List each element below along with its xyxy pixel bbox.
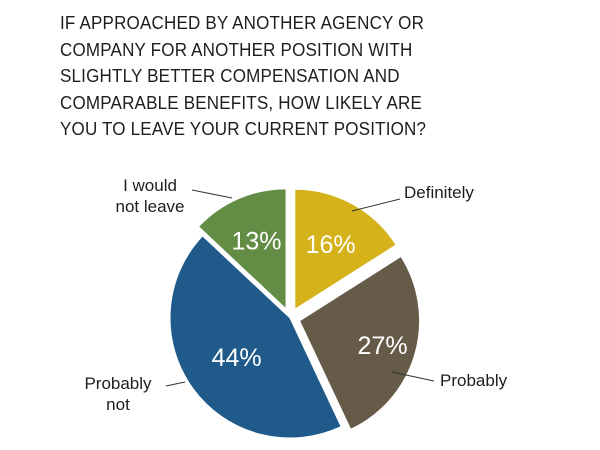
chart-title-line: COMPARABLE BENEFITS, HOW LIKELY ARE	[60, 91, 423, 113]
slice-value-label-i-would-not-leave: 13%	[231, 228, 281, 256]
chart-title-line: COMPANY FOR ANOTHER POSITION WITH	[60, 38, 413, 60]
slice-value-label-probably-not: 44%	[212, 344, 262, 372]
leader-line-i-would-not-leave	[191, 189, 233, 199]
leader-line-probably-not	[165, 381, 186, 387]
chart-title-line: YOU TO LEAVE YOUR CURRENT POSITION?	[60, 118, 427, 139]
pie-slice-probably-not	[169, 235, 342, 439]
pie-slice-i-would-not-leave	[197, 188, 287, 310]
pie-slice-definitely	[294, 188, 397, 311]
leader-line-probably	[391, 371, 435, 382]
slice-category-label-i-would-not-leave: I would not leave	[116, 176, 185, 216]
slice-value-label-probably: 27%	[358, 332, 408, 360]
slice-category-label-probably-not: Probably not	[84, 374, 152, 414]
slice-value-label-definitely: 16%	[306, 231, 356, 259]
pie-slice-probably	[298, 255, 421, 431]
chart-title: IF APPROACHED BY ANOTHER AGENCY OR COMPA…	[60, 10, 502, 143]
chart-title-line: IF APPROACHED BY ANOTHER AGENCY OR	[60, 12, 425, 33]
slice-category-label-probably: Probably	[440, 371, 508, 390]
chart-title-line: SLIGHTLY BETTER COMPENSATION AND	[60, 65, 400, 86]
leader-line-definitely	[351, 198, 401, 212]
slice-category-label-definitely: Definitely	[404, 183, 474, 202]
